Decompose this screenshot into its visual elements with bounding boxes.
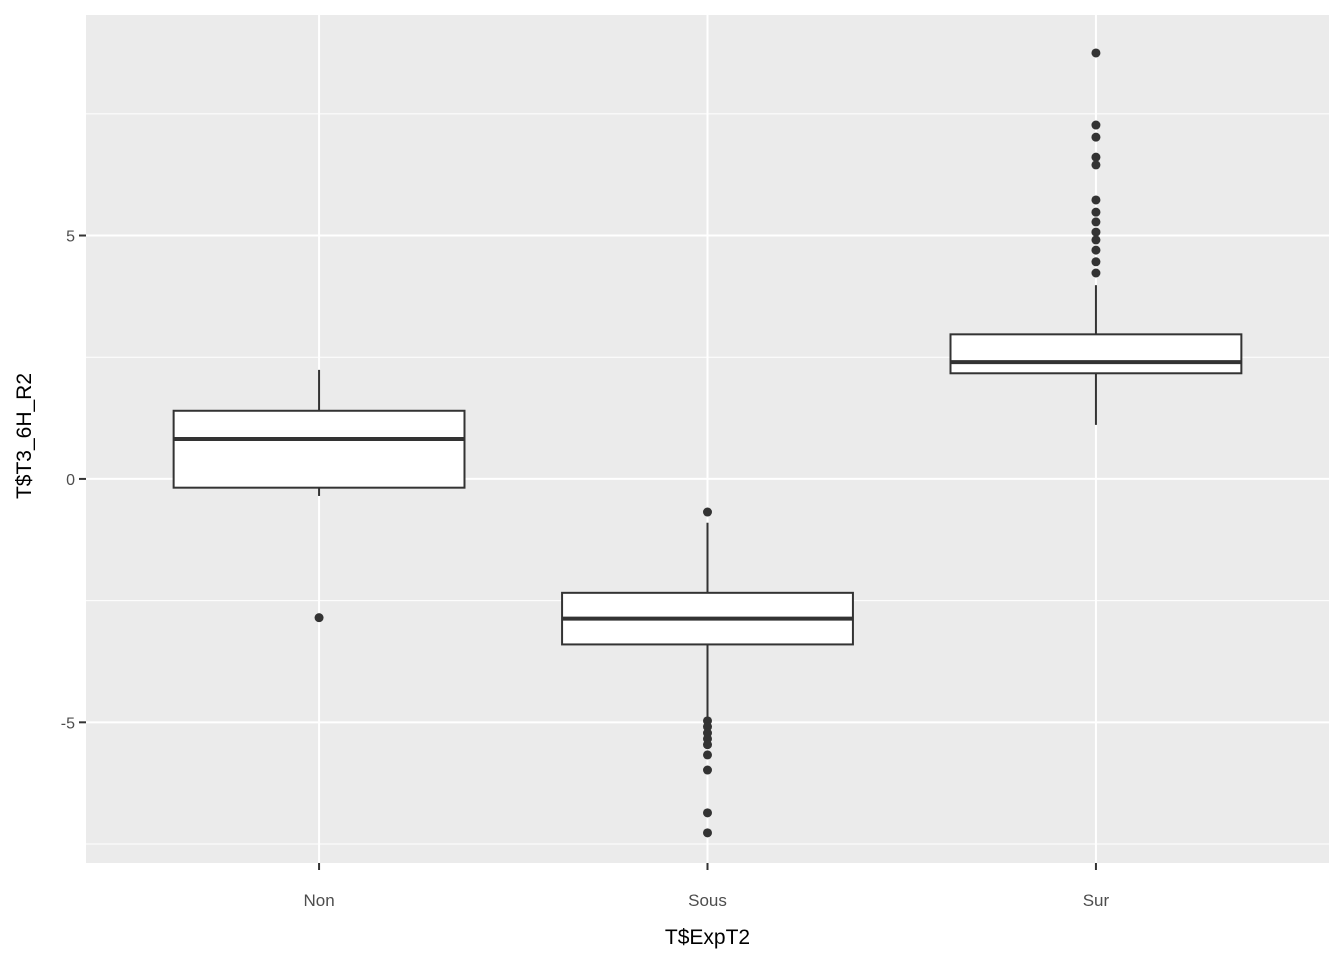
box-Non <box>172 409 466 489</box>
outlier-point-Sur <box>1091 195 1101 205</box>
outlier-point-Sur <box>1091 217 1101 227</box>
y-axis-title: T$T3_6H_R2 <box>13 372 36 500</box>
y-tick-label: -5 <box>61 715 75 732</box>
outlier-point-Sur <box>1091 132 1101 142</box>
outlier-point-Sur <box>1091 235 1101 245</box>
outlier-point-Sur <box>1091 227 1101 237</box>
x-axis-title: T$ExpT2 <box>664 926 751 949</box>
outlier-point-Sous <box>703 765 712 775</box>
outlier-point-Sur <box>1091 152 1101 162</box>
y-tick-label: 0 <box>66 472 75 489</box>
outlier-point-Sous <box>703 722 712 732</box>
outlier-point-Non <box>314 613 324 623</box>
x-tick-label: Non <box>303 891 334 910</box>
outlier-point-Sous <box>703 808 712 818</box>
outlier-point-Sur <box>1091 257 1101 267</box>
outlier-point-Sur <box>1091 207 1101 217</box>
outlier-point-Sous <box>703 507 712 517</box>
outlier-point-Sur <box>1091 120 1101 130</box>
x-tick-label: Sur <box>1083 891 1110 910</box>
box-Sur <box>949 333 1243 375</box>
y-tick-label: 5 <box>66 229 75 246</box>
outlier-point-Sous <box>703 828 712 838</box>
x-tick-label: Sous <box>688 891 727 910</box>
outlier-point-Sur <box>1091 245 1101 255</box>
outlier-point-Sur <box>1091 160 1101 170</box>
outlier-point-Sous <box>703 750 712 760</box>
outlier-point-Sous <box>703 740 712 750</box>
outlier-point-Sur <box>1091 268 1101 278</box>
outlier-point-Sur <box>1091 48 1101 58</box>
